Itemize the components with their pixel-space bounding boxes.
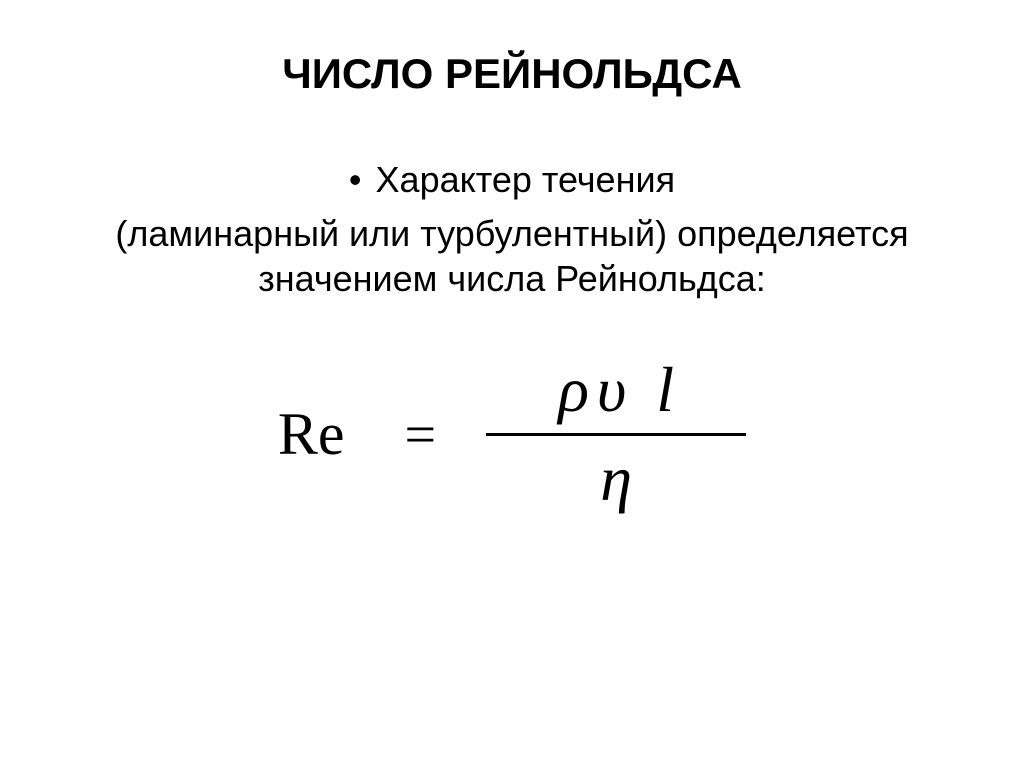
formula-lhs: Re — [278, 400, 345, 469]
symbol-rho: ρ — [558, 353, 589, 427]
slide: ЧИСЛО РЕЙНОЛЬДСА • Характер течения (лам… — [0, 0, 1024, 768]
equals-sign: = — [405, 403, 437, 467]
symbol-eta: η — [600, 442, 632, 516]
symbol-l: l — [656, 353, 674, 427]
numerator: ρυ l — [528, 351, 704, 429]
bullet-row: • Характер течения — [0, 158, 1024, 201]
fraction-bar — [486, 433, 746, 436]
symbol-upsilon: υ — [597, 353, 626, 427]
description-text: (ламинарный или турбулентный) определяет… — [62, 211, 962, 301]
bullet-text: Характер течения — [376, 158, 676, 201]
slide-title: ЧИСЛО РЕЙНОЛЬДСА — [0, 50, 1024, 98]
bullet-marker: • — [349, 162, 362, 198]
fraction: ρυ l η — [486, 351, 746, 518]
formula: Re = ρυ l η — [0, 351, 1024, 518]
denominator: η — [570, 440, 662, 518]
